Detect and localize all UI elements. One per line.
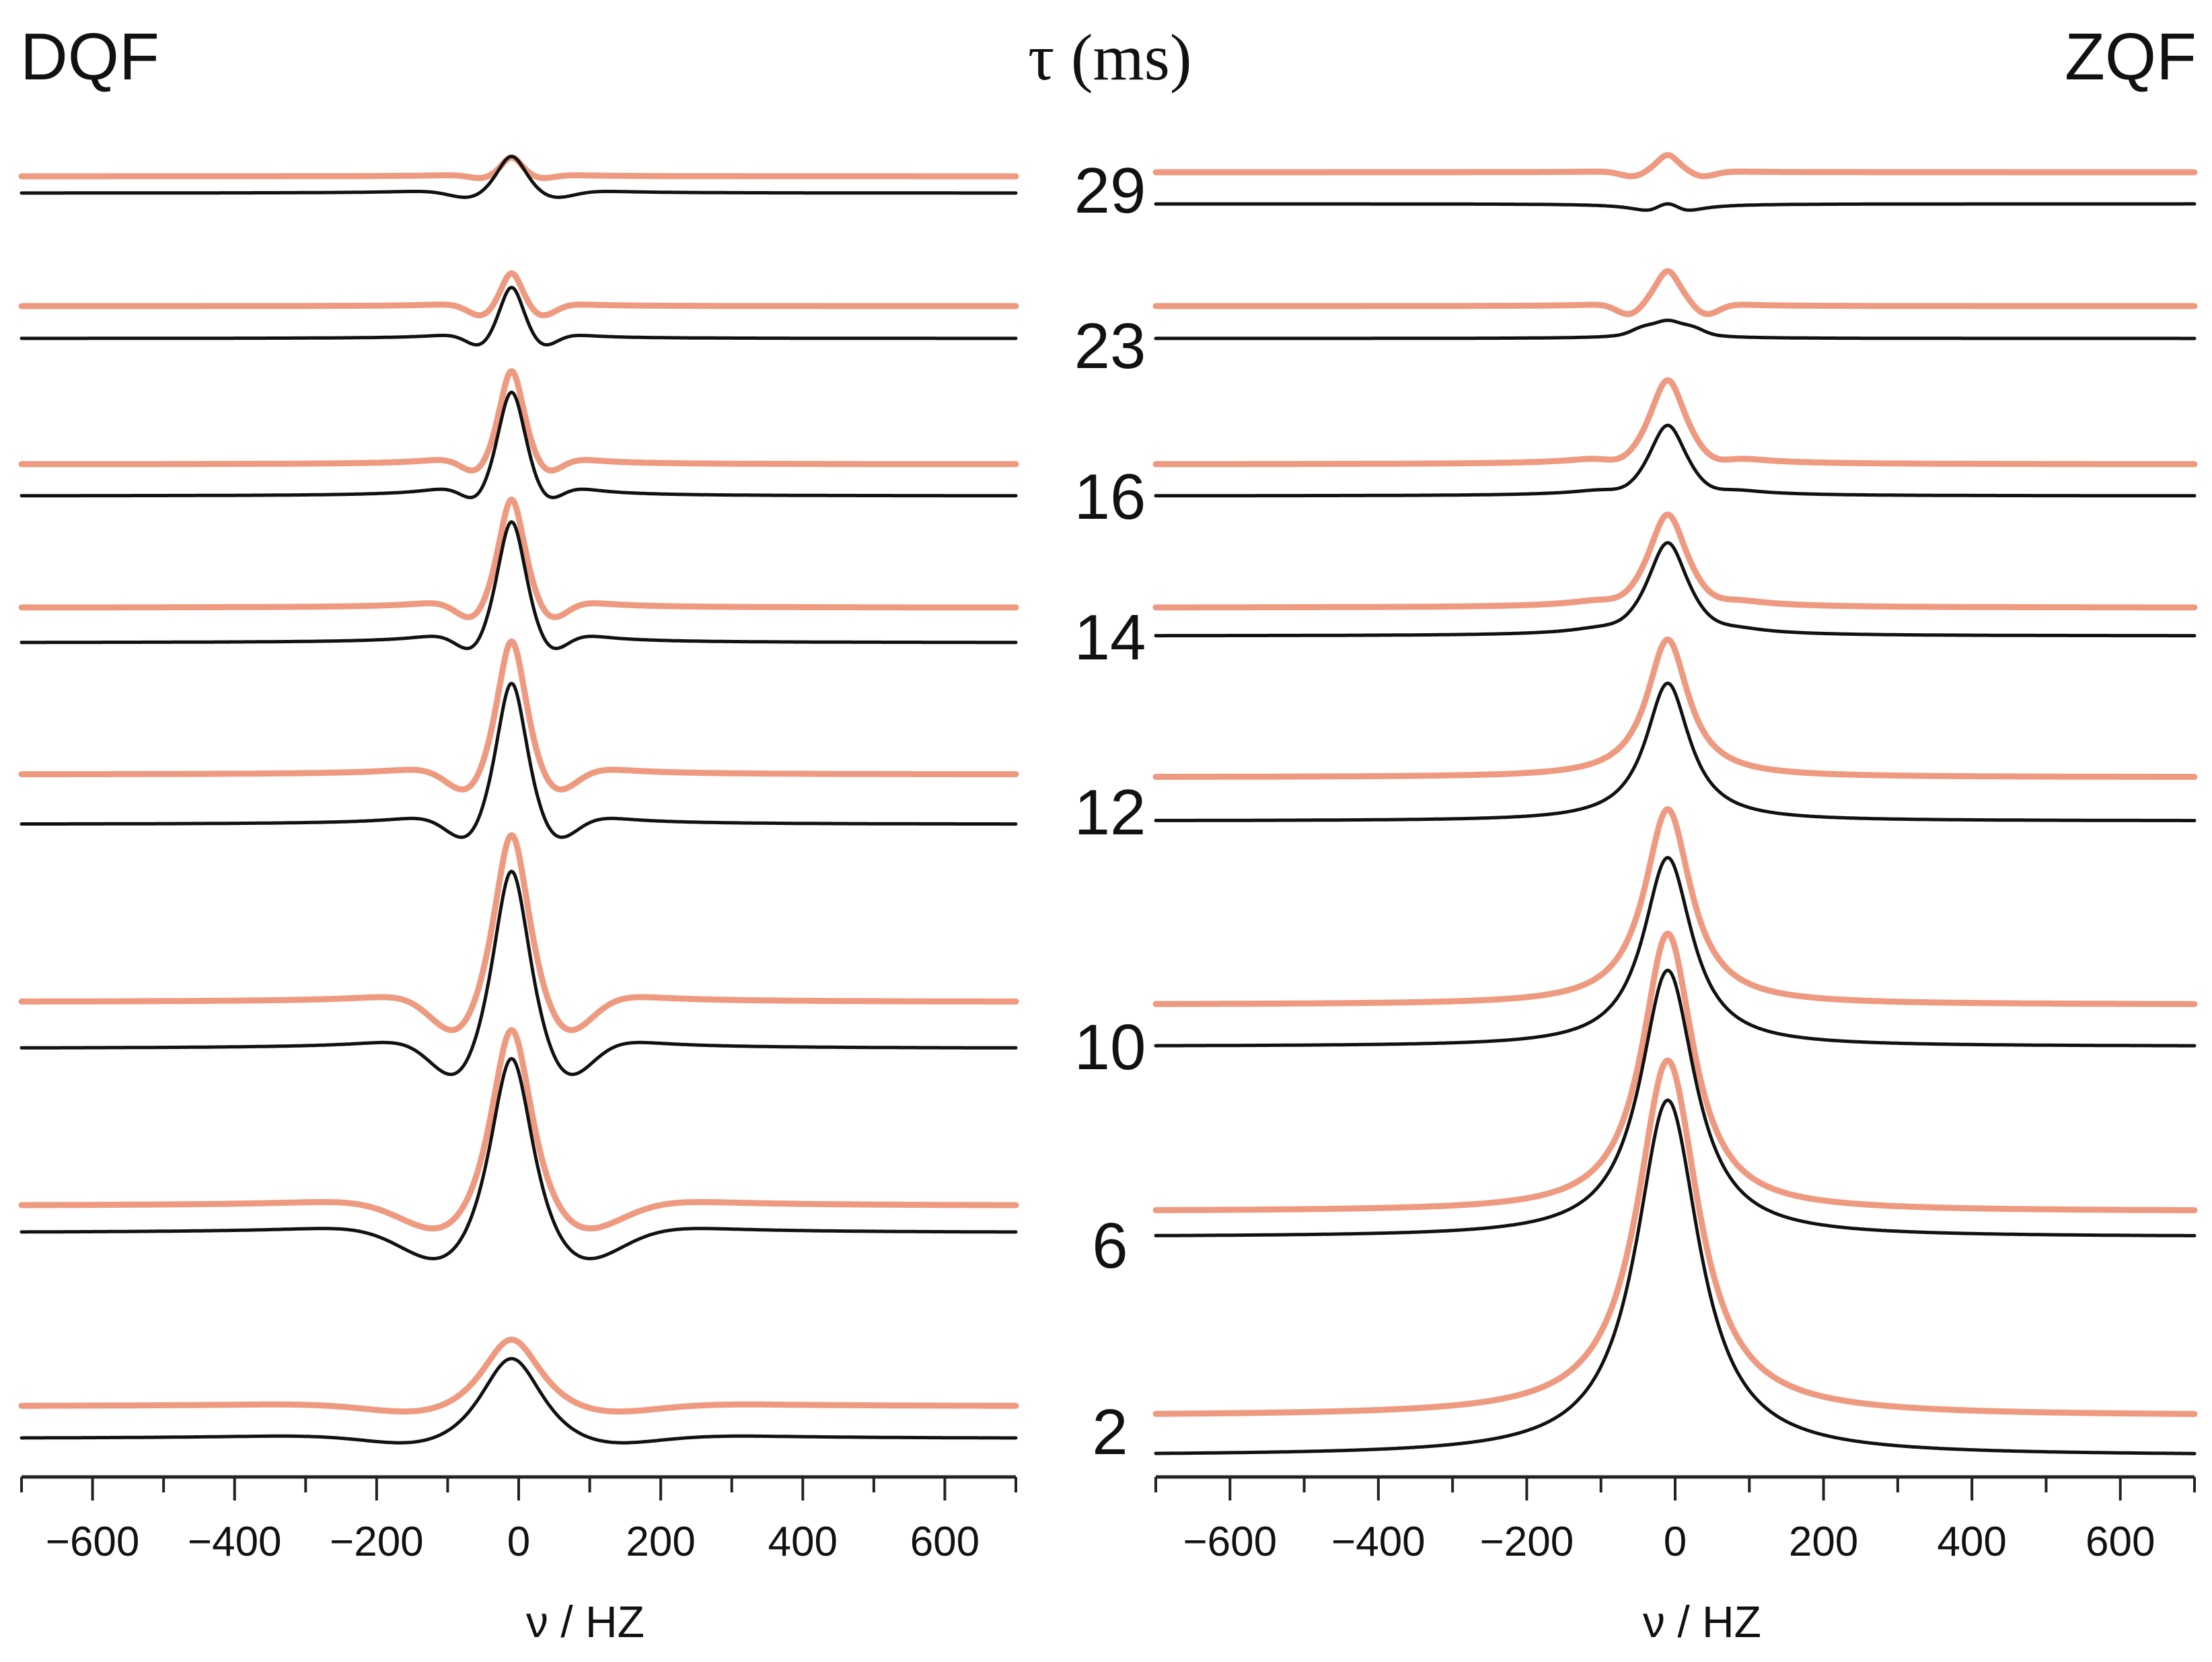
dqf-tick-label: −200 [330,1519,424,1565]
zqf-experiment-trace-tau-2 [1152,1057,2198,1417]
zqf-tick-label: 200 [1789,1519,1858,1565]
tau-label-10: 10 [1074,1011,1146,1083]
zqf-tick-label: −400 [1331,1519,1426,1565]
dqf-experiment-trace-tau-16 [18,368,1019,474]
dqf-experiment-trace-tau-6 [18,1027,1019,1232]
dqf-experiment-trace-tau-14 [18,497,1019,620]
zqf-simulation-trace-tau-10 [1154,856,2197,1048]
tau-label-23: 23 [1074,310,1146,382]
tau-axis-title: τ (ms) [1028,22,1192,94]
zqf-simulation-trace-tau-2 [1154,1098,2197,1455]
zqf-experiment-trace-tau-10 [1152,806,2198,1007]
dqf-experiment-trace-tau-23 [18,270,1019,318]
zqf-simulation-trace-tau-29 [1154,202,2197,212]
zqf-experiment-trace-tau-16 [1152,377,2198,468]
zqf-tick-label: 600 [2086,1519,2155,1565]
dqf-x-axis-label: ν / HZ [526,1597,644,1647]
zqf-x-axis-label: ν / HZ [1643,1597,1761,1647]
zqf-experiment-trace-tau-23 [1152,268,2198,318]
zqf-x-axis: −600 −400 −200 0 200 400 600 [1154,1475,2196,1565]
dqf-experiment-trace-tau-12 [18,638,1019,793]
zqf-simulation-trace-tau-6 [1154,968,2197,1237]
dqf-simulation-trace-tau-29 [20,155,1018,199]
zqf-simulation-trace-tau-23 [1154,318,2197,340]
dqf-experiment-trace-tau-10 [18,832,1019,1034]
tau-label-29: 29 [1074,155,1146,227]
tau-label-column: 29 23 16 14 12 10 6 2 [1074,155,1146,1468]
tau-label-12: 12 [1074,776,1146,848]
dqf-panel-title: DQF [20,20,159,94]
zqf-simulation-trace-tau-14 [1154,541,2197,638]
dqf-tick-label: 0 [507,1519,530,1565]
zqf-experiment-trace-tau-6 [1152,931,2198,1214]
dqf-x-axis: −600 −400 −200 0 200 400 600 [20,1475,1017,1565]
tau-label-6: 6 [1092,1210,1128,1282]
dqf-experiment-trace-tau-2 [18,1336,1019,1415]
dqf-tick-label: −600 [46,1519,140,1565]
zqf-experiment-trace-tau-12 [1152,636,2198,780]
dqf-tick-label: −400 [188,1519,282,1565]
dqf-simulation-trace-tau-10 [20,869,1018,1077]
zqf-panel-title: ZQF [2065,20,2197,94]
tau-label-14: 14 [1074,602,1146,674]
zqf-tick-label: −200 [1480,1519,1574,1565]
dqf-simulation-trace-tau-23 [20,285,1018,347]
tau-label-16: 16 [1074,461,1146,533]
zqf-simulation-trace-tau-16 [1154,423,2197,498]
dqf-tick-label: 400 [768,1519,838,1565]
dqf-spectra-stack [18,154,1019,1445]
tau-label-2: 2 [1092,1396,1128,1468]
dqf-simulation-trace-tau-16 [20,390,1018,499]
dqf-simulation-trace-tau-12 [20,682,1018,839]
zqf-experiment-trace-tau-29 [1152,151,2198,180]
dqf-tick-label: 200 [626,1519,695,1565]
zqf-tick-label: −600 [1183,1519,1277,1565]
zqf-tick-label: 400 [1937,1519,2006,1565]
zqf-spectra-stack [1152,151,2198,1455]
dqf-tick-label: 600 [910,1519,980,1565]
dqf-simulation-trace-tau-6 [20,1056,1018,1260]
zqf-simulation-trace-tau-12 [1154,681,2197,822]
zqf-tick-label: 0 [1664,1519,1687,1565]
dqf-simulation-trace-tau-2 [20,1357,1018,1445]
zqf-experiment-trace-tau-14 [1152,511,2198,611]
dqf-simulation-trace-tau-14 [20,520,1018,651]
